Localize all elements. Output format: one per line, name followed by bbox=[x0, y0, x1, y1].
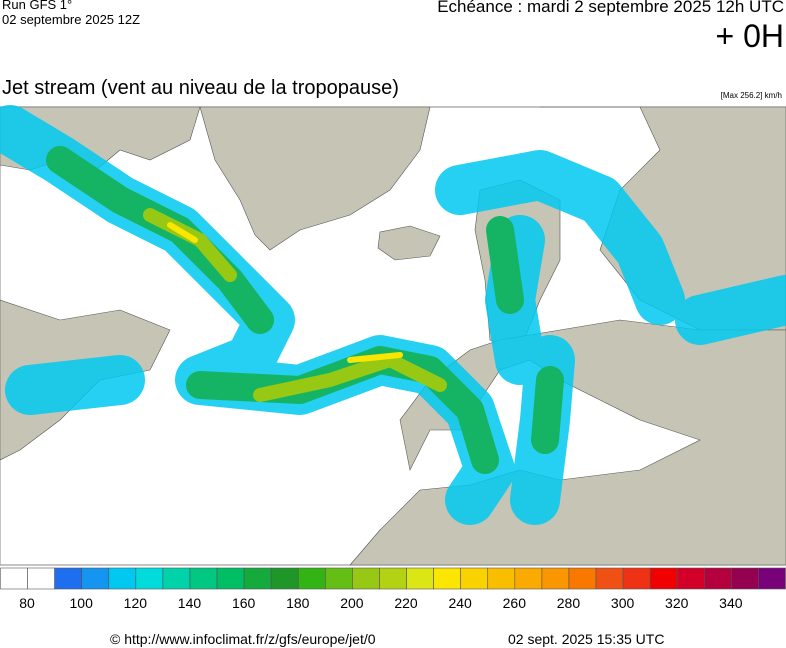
color-swatch bbox=[676, 567, 705, 590]
color-swatch bbox=[81, 567, 110, 590]
colorbar: 80 100 120 140 160 180 200 220 240 260 280 300 320 34… bbox=[0, 567, 786, 611]
map bbox=[0, 105, 786, 566]
colorbar-label: 200 bbox=[340, 595, 364, 611]
map-title: Jet stream (vent au niveau de la tropopa… bbox=[2, 77, 399, 99]
color-swatch bbox=[108, 567, 137, 590]
color-swatch bbox=[0, 567, 28, 590]
colorbar-label: 160 bbox=[232, 595, 256, 611]
colorbar-label: 280 bbox=[557, 595, 581, 611]
color-swatch bbox=[541, 567, 570, 590]
colorbar-label: 100 bbox=[70, 595, 94, 611]
lead-time: + 0H bbox=[715, 18, 784, 54]
color-swatch bbox=[216, 567, 245, 590]
color-swatch bbox=[622, 567, 651, 590]
valid-time: Echéance : mardi 2 septembre 2025 12h UT… bbox=[437, 0, 784, 16]
color-swatch bbox=[325, 567, 353, 590]
color-swatch bbox=[703, 567, 732, 590]
run-date: 02 septembre 2025 12Z bbox=[2, 12, 141, 27]
max-value: [Max 256.2] km/h bbox=[720, 91, 782, 100]
colorbar-label: 140 bbox=[178, 595, 202, 611]
color-swatch bbox=[433, 567, 461, 590]
color-swatch bbox=[135, 567, 164, 590]
colorbar-label: 340 bbox=[719, 595, 743, 611]
source-url: © http://www.infoclimat.fr/z/gfs/europe/… bbox=[110, 631, 376, 647]
colorbar-label: 120 bbox=[124, 595, 148, 611]
run-label: Run GFS 1° bbox=[2, 0, 73, 12]
color-swatch bbox=[270, 567, 299, 590]
colorbar-label: 80 bbox=[19, 595, 35, 611]
colorbar-label: 180 bbox=[286, 595, 310, 611]
color-swatch bbox=[487, 567, 516, 590]
colorbar-label: 240 bbox=[448, 595, 472, 611]
colorbar-label: 300 bbox=[611, 595, 635, 611]
color-swatch bbox=[189, 567, 218, 590]
color-swatch bbox=[297, 567, 326, 590]
jet-stream bbox=[0, 105, 786, 525]
color-swatch bbox=[243, 567, 272, 590]
color-swatch bbox=[649, 567, 678, 590]
color-swatch bbox=[379, 567, 407, 590]
color-swatch bbox=[460, 567, 489, 590]
color-swatch bbox=[731, 567, 759, 590]
color-swatch bbox=[758, 567, 786, 590]
color-swatch bbox=[406, 567, 434, 590]
colorbar-label: 320 bbox=[665, 595, 689, 611]
colorbar-label: 260 bbox=[503, 595, 527, 611]
color-swatch bbox=[54, 567, 83, 590]
color-swatch bbox=[352, 567, 380, 590]
colorbar-label: 220 bbox=[394, 595, 418, 611]
color-swatch bbox=[568, 567, 597, 590]
color-swatch bbox=[27, 567, 55, 590]
color-swatch bbox=[595, 567, 624, 590]
generated-time: 02 sept. 2025 15:35 UTC bbox=[508, 631, 665, 647]
color-swatch bbox=[162, 567, 191, 590]
color-swatch bbox=[514, 567, 543, 590]
